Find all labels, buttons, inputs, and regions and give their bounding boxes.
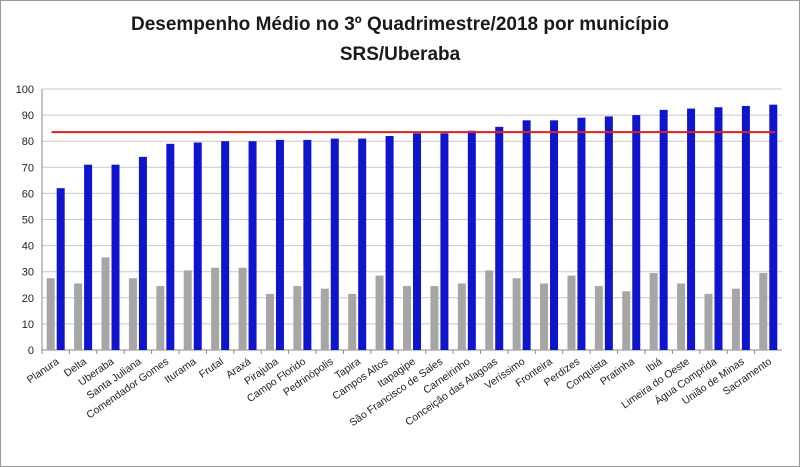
bar-series-2 <box>275 139 284 350</box>
bar-series-1 <box>622 291 631 350</box>
bar-series-1 <box>567 275 576 350</box>
bar-series-2 <box>330 138 339 350</box>
bar-series-2 <box>769 104 778 350</box>
bar-series-2 <box>138 156 147 350</box>
y-tick-label: 90 <box>22 110 34 122</box>
bar-series-1 <box>403 286 411 350</box>
bar-series-2 <box>522 120 531 350</box>
y-tick-label: 20 <box>22 293 34 305</box>
y-tick-label: 30 <box>22 267 34 279</box>
bar-series-1 <box>485 270 494 350</box>
y-tick-label: 100 <box>16 84 34 96</box>
bar-series-1 <box>457 283 466 350</box>
bar-series-2 <box>303 139 312 350</box>
bar-series-2 <box>659 109 668 350</box>
bar-series-2 <box>413 133 421 350</box>
bar-series-2 <box>248 141 257 350</box>
bar-series-1 <box>704 293 713 350</box>
bar-series-2 <box>193 142 202 350</box>
bar-series-2 <box>111 164 120 350</box>
bar-series-1 <box>211 267 220 350</box>
bar-series-2 <box>604 116 613 350</box>
bar-series-2 <box>714 107 723 351</box>
bar-series-1 <box>320 288 329 350</box>
bar-series-1 <box>156 286 165 350</box>
x-tick-label: Frutal <box>197 356 226 381</box>
x-tick-label: Planura <box>25 356 62 387</box>
y-tick-label: 10 <box>22 319 34 331</box>
bar-series-2 <box>577 117 586 351</box>
bar-series-2 <box>467 130 476 350</box>
bar-series-2 <box>741 105 750 350</box>
bar-series-1 <box>348 293 357 350</box>
bar-series-2 <box>495 126 504 350</box>
bar-series-2 <box>632 115 641 350</box>
bar-series-1 <box>731 288 740 350</box>
bar-series-2 <box>550 120 559 350</box>
bar-series-2 <box>166 143 175 350</box>
bar-series-1 <box>293 286 302 350</box>
chart-subtitle: SRS/Uberaba <box>339 44 461 65</box>
bar-series-2 <box>687 108 696 350</box>
bar-series-1 <box>512 278 521 350</box>
bar-series-1 <box>128 278 137 350</box>
bar-series-1 <box>594 286 603 350</box>
bar-series-1 <box>265 293 274 350</box>
bar-series-1 <box>183 270 192 350</box>
y-tick-label: 60 <box>22 188 34 200</box>
bar-series-1 <box>101 257 110 350</box>
bar-series-1 <box>74 283 83 350</box>
bar-series-1 <box>238 267 247 350</box>
bar-series-2 <box>440 133 449 350</box>
y-tick-label: 0 <box>28 345 34 357</box>
y-tick-label: 70 <box>22 162 34 174</box>
bar-series-1 <box>677 283 686 350</box>
bar-series-2 <box>385 135 394 350</box>
bar-series-2 <box>84 164 93 350</box>
bar-series-1 <box>759 273 768 350</box>
bar-series-1 <box>540 283 549 350</box>
y-tick-label: 40 <box>22 241 34 253</box>
bar-series-1 <box>649 273 658 350</box>
y-tick-label: 80 <box>22 136 34 148</box>
x-tick-label: Iturama <box>162 356 198 386</box>
bar-series-2 <box>221 141 230 350</box>
chart-title: Desempenho Médio no 3º Quadrimestre/2018… <box>130 14 669 35</box>
bar-series-2 <box>56 188 65 350</box>
bar-series-1 <box>430 286 439 350</box>
bar-series-1 <box>375 275 384 350</box>
bar-series-2 <box>358 138 367 350</box>
y-tick-label: 50 <box>22 215 34 227</box>
bar-series-1 <box>46 278 55 350</box>
